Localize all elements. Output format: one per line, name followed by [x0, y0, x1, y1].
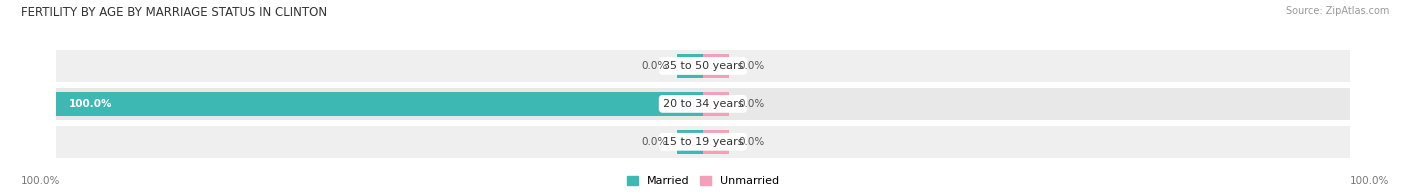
Bar	[56, 92, 703, 116]
Text: 0.0%: 0.0%	[641, 137, 668, 147]
Bar	[703, 54, 728, 78]
Text: 20 to 34 years: 20 to 34 years	[662, 99, 744, 109]
Text: 100.0%: 100.0%	[69, 99, 112, 109]
Bar	[56, 126, 1350, 158]
Text: 100.0%: 100.0%	[1350, 176, 1389, 186]
Bar	[703, 130, 728, 153]
Text: FERTILITY BY AGE BY MARRIAGE STATUS IN CLINTON: FERTILITY BY AGE BY MARRIAGE STATUS IN C…	[21, 6, 328, 19]
Text: 0.0%: 0.0%	[738, 61, 765, 71]
Text: 15 to 19 years: 15 to 19 years	[662, 137, 744, 147]
Bar	[703, 92, 728, 116]
Bar	[678, 54, 703, 78]
Bar	[56, 88, 1350, 120]
Text: 0.0%: 0.0%	[641, 61, 668, 71]
Text: 35 to 50 years: 35 to 50 years	[662, 61, 744, 71]
Bar	[678, 130, 703, 153]
Text: 0.0%: 0.0%	[738, 99, 765, 109]
Legend: Married, Unmarried: Married, Unmarried	[621, 171, 785, 191]
Text: 100.0%: 100.0%	[21, 176, 60, 186]
Bar	[56, 50, 1350, 82]
Text: Source: ZipAtlas.com: Source: ZipAtlas.com	[1285, 6, 1389, 16]
Text: 0.0%: 0.0%	[738, 137, 765, 147]
